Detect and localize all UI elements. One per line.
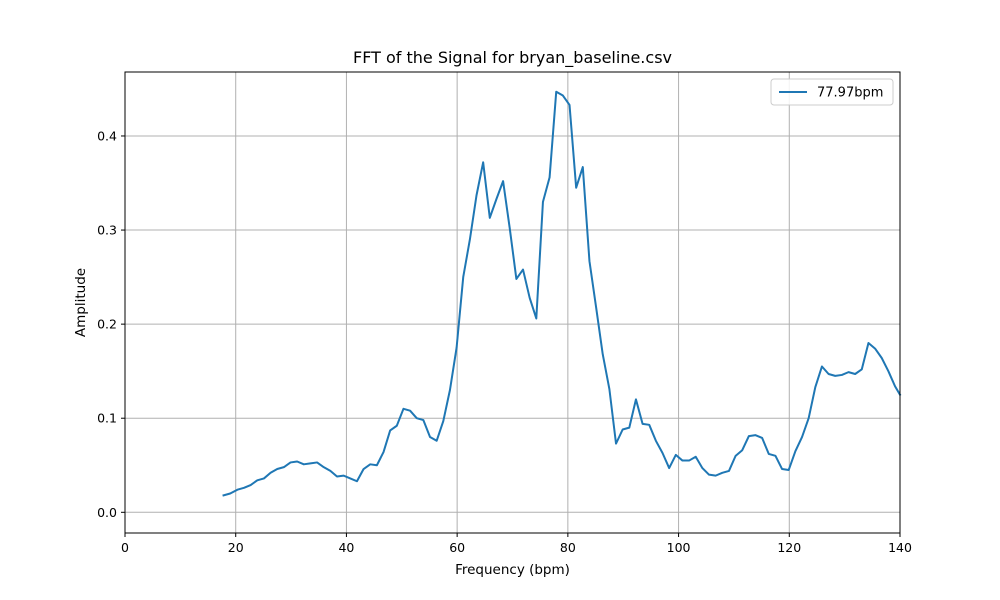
x-tick-label: 0 <box>121 540 129 555</box>
x-axis-label: Frequency (bpm) <box>455 562 570 578</box>
x-tick-label: 100 <box>667 540 691 555</box>
y-tick-label: 0.1 <box>97 411 117 426</box>
x-tick-label: 60 <box>449 540 465 555</box>
series-layer <box>222 90 902 497</box>
chart-title: FFT of the Signal for bryan_baseline.csv <box>353 48 672 68</box>
plot-frame <box>124 71 901 534</box>
y-tick-label: 0.2 <box>97 317 117 332</box>
y-tick-label: 0.0 <box>97 505 117 520</box>
y-tick-label: 0.3 <box>97 223 117 238</box>
x-tick-label: 120 <box>777 540 801 555</box>
x-tick-label: 140 <box>888 540 912 555</box>
x-tick-label: 80 <box>560 540 576 555</box>
legend-box <box>770 78 894 106</box>
x-tick-label: 20 <box>228 540 244 555</box>
y-axis-label: Amplitude <box>73 268 89 337</box>
legend-label: 77.97bpm <box>817 86 883 101</box>
y-tick-label: 0.4 <box>97 128 117 143</box>
axis-ticks: 0 20 40 60 80 100 120 140 0.0 0.1 0.2 0.3 0.4 <box>97 128 912 555</box>
x-tick-label: 40 <box>338 540 354 555</box>
legend: 77.97bpm <box>770 78 894 106</box>
series-line <box>222 90 902 497</box>
